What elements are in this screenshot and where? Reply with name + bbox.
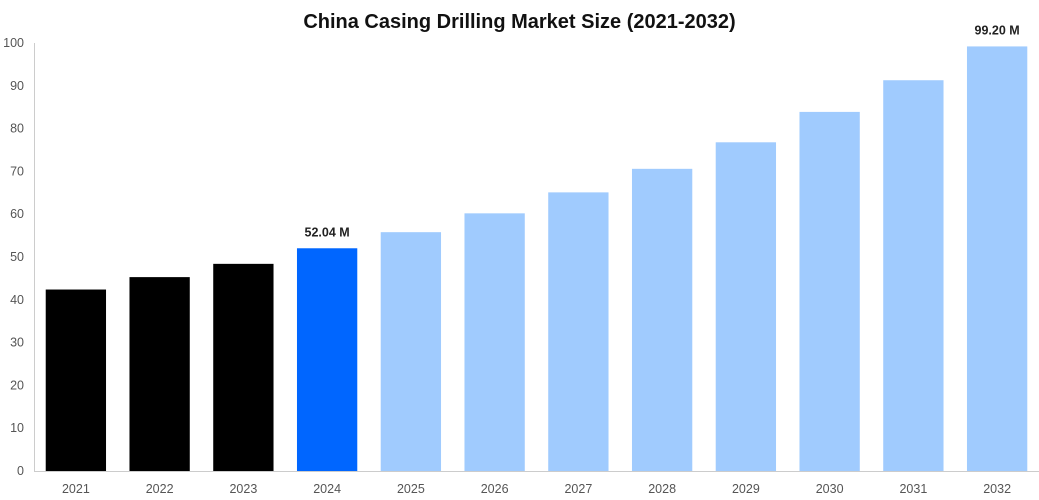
x-tick-label: 2027: [564, 482, 592, 496]
bar-2026: [464, 213, 525, 471]
y-tick-label: 70: [10, 164, 24, 178]
x-tick-label: 2029: [732, 482, 760, 496]
x-axis-ticks: 2021 2022 2023 2024 2025 2026 2027 2028 2029 2030…: [62, 482, 1011, 496]
x-tick-label: 2022: [146, 482, 174, 496]
bar-2032: [966, 46, 1028, 471]
y-axis-ticks: 0 10 20 30 40 50 60 70 80 90 100: [3, 36, 24, 478]
chart-title: China Casing Drilling Market Size (2021-…: [303, 11, 735, 33]
y-tick-label: 20: [10, 378, 24, 392]
y-tick-label: 0: [17, 464, 24, 478]
x-tick-label: 2030: [816, 482, 844, 496]
bar-2021: [45, 289, 107, 471]
data-label: 99.20 M: [975, 23, 1020, 37]
x-tick-label: 2032: [983, 482, 1011, 496]
x-tick-label: 2026: [481, 482, 509, 496]
data-label: 52.04 M: [305, 225, 350, 239]
y-tick-label: 100: [3, 36, 24, 50]
y-tick-label: 80: [10, 122, 24, 136]
y-tick-label: 40: [10, 293, 24, 307]
bar-2023: [213, 263, 274, 471]
bar-2029: [715, 142, 777, 471]
x-tick-label: 2031: [899, 482, 927, 496]
bars: [45, 46, 1028, 472]
x-tick-label: 2024: [313, 482, 341, 496]
bar-2024: [296, 248, 358, 471]
bar-2025: [380, 232, 442, 471]
y-tick-label: 90: [10, 79, 24, 93]
y-tick-label: 30: [10, 336, 24, 350]
bar-2030: [799, 111, 860, 472]
y-tick-label: 10: [10, 421, 24, 435]
x-tick-label: 2021: [62, 482, 90, 496]
bar-2022: [129, 277, 190, 471]
y-tick-label: 60: [10, 207, 24, 221]
data-labels: 52.04 M 99.20 M: [305, 23, 1020, 239]
x-tick-label: 2025: [397, 482, 425, 496]
bar-2028: [631, 168, 693, 471]
bar-2031: [883, 80, 944, 472]
bar-2027: [548, 192, 609, 471]
y-tick-label: 50: [10, 250, 24, 264]
x-tick-label: 2023: [229, 482, 257, 496]
x-tick-label: 2028: [648, 482, 676, 496]
